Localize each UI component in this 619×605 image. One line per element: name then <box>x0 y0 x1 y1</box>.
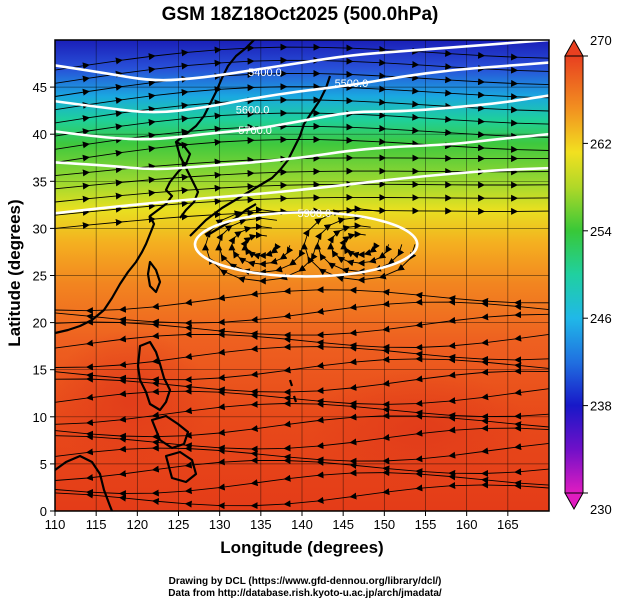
contour-line-5600.0 <box>55 94 549 141</box>
streamline-easterly <box>55 481 549 510</box>
y-axis-label: Latitude (degrees) <box>5 199 24 347</box>
credit-drawing: Drawing by DCL (https://www.gfd-dennou.o… <box>168 576 442 587</box>
y-tick-label: 0 <box>40 504 47 519</box>
credit-data-source: Data from http://database.rish.kyoto-u.a… <box>168 588 442 599</box>
colorbar-body <box>564 55 584 494</box>
x-tick-label: 165 <box>497 517 519 532</box>
chart-title: GSM 18Z18Oct2025 (500.0hPa) <box>161 4 439 25</box>
streamline-westerly <box>55 136 549 163</box>
x-tick-label: 145 <box>332 517 354 532</box>
y-tick-label: 40 <box>33 127 47 142</box>
y-tick-label: 15 <box>33 363 47 378</box>
colorbar-ticks: 230 238 246 254 262 270 <box>583 33 612 517</box>
x-tick-label: 150 <box>373 517 395 532</box>
colorbar-tick-label: 238 <box>590 399 612 414</box>
colorbar-bottom-arrow <box>564 492 584 511</box>
contour-high-5900.0 <box>193 211 419 278</box>
colorbar-tick-label: 262 <box>590 136 612 151</box>
x-tick-label: 155 <box>415 517 437 532</box>
map-figure: 5400.0 5500.0 5600.0 5700.0 5900.0 110 115 120… <box>33 33 612 532</box>
contour-label: 5900.0 <box>298 208 332 220</box>
colorbar: 230 238 246 254 262 270 <box>564 33 612 517</box>
colorbar-tick-label: 230 <box>590 502 612 517</box>
colorbar-tick-label: 254 <box>590 224 612 239</box>
contour-line-5400.0 <box>55 40 549 82</box>
x-axis-ticks: 110 115 120 125 130 135 140 145 150 155 160 165 <box>45 511 519 532</box>
streamline-easterly <box>55 387 549 408</box>
x-tick-label: 160 <box>456 517 478 532</box>
y-tick-label: 25 <box>33 269 47 284</box>
x-tick-label: 140 <box>291 517 313 532</box>
contour-label: 5700.0 <box>238 125 272 137</box>
colorbar-tick-label: 270 <box>590 33 612 48</box>
y-axis-ticks: 0 5 10 15 20 25 30 35 40 45 <box>33 80 55 519</box>
credits: Drawing by DCL (https://www.gfd-dennou.o… <box>0 576 610 600</box>
contour-line-5500.0 <box>55 61 549 114</box>
x-tick-label: 130 <box>209 517 231 532</box>
streamline-anticyclone <box>202 206 318 285</box>
y-tick-label: 45 <box>33 80 47 95</box>
x-axis-label: Longitude (degrees) <box>220 538 384 557</box>
y-tick-label: 5 <box>40 457 47 472</box>
x-tick-label: 135 <box>250 517 272 532</box>
contour-label: 5400.0 <box>248 67 282 79</box>
y-tick-label: 30 <box>33 221 47 236</box>
y-tick-label: 35 <box>33 174 47 189</box>
contour-labels: 5400.0 5500.0 5600.0 5700.0 5900.0 <box>236 67 368 220</box>
contour-label: 5500.0 <box>335 78 369 90</box>
x-tick-label: 110 <box>45 517 66 532</box>
colorbar-tick-label: 246 <box>590 311 612 326</box>
contour-line-5800.0 <box>55 166 549 215</box>
height-contours <box>55 40 549 278</box>
x-tick-label: 120 <box>126 517 148 532</box>
x-tick-label: 125 <box>168 517 190 532</box>
y-tick-label: 10 <box>33 410 47 425</box>
y-tick-label: 20 <box>33 316 47 331</box>
x-tick-label: 115 <box>86 517 107 532</box>
contour-line-5700.0 <box>55 132 549 171</box>
contour-label: 5600.0 <box>236 104 270 116</box>
colorbar-top-arrow <box>564 38 584 57</box>
